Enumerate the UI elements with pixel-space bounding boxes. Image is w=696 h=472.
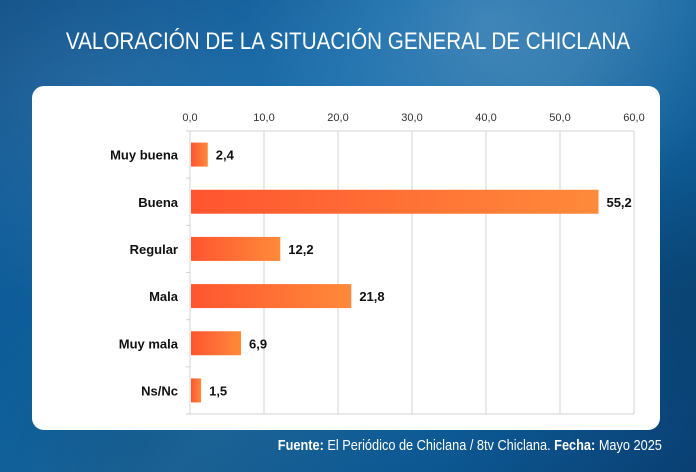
bar — [191, 378, 202, 403]
value-label: 12,2 — [288, 242, 313, 257]
source-label: Fuente: — [277, 437, 324, 454]
x-tick-label: 40,0 — [475, 112, 496, 124]
category-label: Muy buena — [110, 148, 179, 163]
category-label: Muy mala — [119, 336, 179, 351]
x-tick-label: 0,0 — [182, 112, 197, 124]
date-text: Mayo 2025 — [595, 437, 662, 454]
chart-card: 0,0 10,0 20,0 30,0 40,0 50,0 60,0 Muy buena 2,4… — [32, 86, 660, 430]
value-label: 6,9 — [249, 336, 267, 351]
value-label: 55,2 — [606, 195, 631, 210]
value-label: 1,5 — [209, 383, 227, 398]
category-label: Buena — [138, 195, 179, 210]
x-tick-label: 20,0 — [327, 112, 348, 124]
date-label: Fecha: — [554, 437, 596, 454]
bar — [191, 284, 352, 309]
source-text: El Periódico de Chiclana / 8tv Chiclana. — [323, 437, 555, 454]
bar — [191, 189, 599, 214]
source-footer: Fuente: El Periódico de Chiclana / 8tv C… — [278, 437, 662, 454]
x-tick-label: 50,0 — [549, 112, 570, 124]
value-label: 21,8 — [359, 289, 384, 304]
bar — [191, 331, 242, 356]
x-tick-label: 30,0 — [401, 112, 422, 124]
bar-chart: 0,0 10,0 20,0 30,0 40,0 50,0 60,0 Muy buena 2,4… — [110, 112, 645, 415]
chart-title: VALORACIÓN DE LA SITUACIÓN GENERAL DE CH… — [65, 28, 631, 55]
bar — [191, 142, 208, 167]
x-tick-label: 60,0 — [623, 112, 644, 124]
value-label: 2,4 — [216, 148, 235, 163]
x-tick-label: 10,0 — [253, 112, 274, 124]
category-label: Mala — [149, 289, 179, 304]
bar — [191, 236, 281, 261]
category-label: Ns/Nc — [141, 383, 178, 398]
category-label: Regular — [130, 242, 178, 257]
